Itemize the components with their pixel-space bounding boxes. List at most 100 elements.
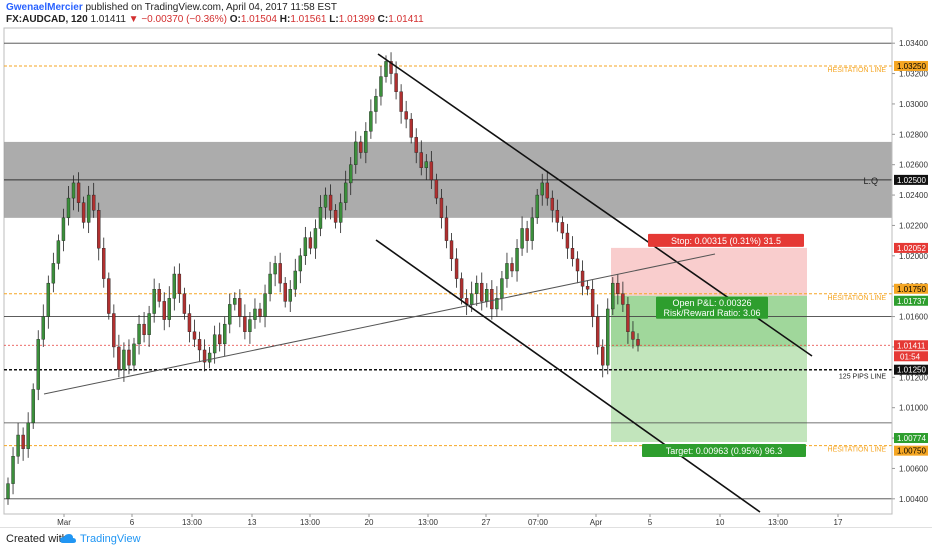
candle — [454, 248, 459, 288]
candle — [343, 170, 348, 211]
candle-body — [41, 316, 45, 340]
y-tick-label: 1.01600 — [899, 313, 928, 322]
target-label-bg — [642, 444, 806, 458]
x-tick-label: 13 — [248, 518, 257, 527]
candle — [626, 296, 630, 344]
candle-body — [258, 308, 262, 317]
candle-body — [137, 323, 141, 345]
candle-body — [268, 273, 272, 294]
candle — [212, 325, 217, 364]
candle-body — [313, 228, 318, 249]
candle — [207, 346, 212, 369]
price-tag: 1.02500 — [894, 174, 928, 185]
candle-body — [505, 263, 509, 279]
candle — [545, 170, 549, 206]
candle — [172, 266, 177, 311]
hesitation-line-label: HESITATION LINE — [828, 67, 887, 74]
tradingview-brand[interactable]: TradingView — [80, 533, 141, 545]
candle-body — [223, 323, 227, 345]
close-label: C: — [377, 14, 389, 25]
candle-body — [555, 210, 560, 223]
countdown-label: 01:54 — [900, 352, 921, 361]
candle-body — [273, 263, 277, 275]
candle-body — [621, 293, 625, 305]
candle — [16, 422, 20, 464]
candle-body — [308, 237, 313, 249]
candle-body — [298, 255, 303, 272]
candle-body — [6, 483, 10, 500]
support-trend-line — [43, 253, 716, 395]
y-tick-label: 1.03000 — [899, 100, 928, 109]
candle — [429, 151, 434, 189]
candle — [434, 173, 439, 205]
candle — [540, 173, 544, 206]
channel-lower-line — [375, 239, 761, 513]
candle-body — [97, 210, 101, 249]
stop-zone — [611, 247, 807, 296]
candle — [520, 216, 524, 256]
candle — [36, 330, 40, 401]
candle — [601, 339, 605, 378]
candle-body — [490, 289, 494, 310]
publish-info: GwenaelMercier published on TradingView.… — [6, 2, 337, 13]
candle-body — [152, 289, 156, 314]
target-label: Target: 0.00963 (0.95%) 96.3 — [642, 444, 806, 458]
price-tag-bg — [894, 433, 928, 444]
candle-body — [525, 228, 529, 241]
price-tag: 1.00750 — [894, 445, 928, 456]
candle — [349, 157, 353, 196]
author-name[interactable]: GwenaelMercier — [6, 2, 83, 13]
candle — [61, 208, 66, 252]
candle — [268, 261, 272, 302]
candle — [26, 412, 30, 458]
candle — [510, 257, 514, 278]
zone-label: L.Q — [863, 176, 878, 186]
candle-body — [515, 248, 519, 272]
candle-body — [182, 293, 187, 314]
candle — [51, 252, 56, 293]
price-tag-bg — [894, 364, 928, 375]
candle — [233, 292, 237, 311]
price-tag-label: 1.01750 — [897, 285, 926, 294]
candle — [560, 216, 565, 240]
candle-body — [233, 298, 237, 305]
candle-body — [46, 282, 51, 317]
price-tag: 1.01750 — [894, 283, 928, 294]
candle-body — [31, 389, 35, 424]
candle — [137, 315, 141, 355]
created-with-text: Created with — [6, 533, 68, 545]
candle — [152, 278, 156, 323]
candle-body — [384, 61, 388, 77]
candle-body — [117, 346, 121, 370]
target-label-text: Target: 0.00963 (0.95%) 96.3 — [666, 446, 783, 456]
candle-body — [192, 331, 197, 340]
candle-body — [36, 339, 40, 390]
candle — [162, 292, 166, 331]
hesitation-line-label: HESITATION LINE — [828, 447, 887, 454]
price-chart[interactable]: L.Q HESITATION LINE HESITATION LINE HESITAT… — [0, 26, 932, 528]
candle — [490, 280, 494, 320]
candle — [46, 275, 51, 329]
candle — [459, 272, 464, 305]
price-tag: 1.02052 — [894, 242, 928, 253]
y-tick-label: 1.03200 — [899, 70, 928, 79]
candle — [182, 287, 187, 320]
candle-body — [560, 222, 565, 234]
candle — [167, 286, 171, 328]
candle-body — [26, 422, 30, 449]
candle — [505, 252, 509, 288]
candle — [495, 286, 499, 317]
high-value: 1.01561 — [290, 14, 327, 25]
price-tag-bg — [894, 283, 928, 294]
close-value: 1.01411 — [388, 14, 424, 25]
candle — [475, 275, 479, 306]
candle-body — [545, 182, 549, 199]
candle-body — [449, 240, 454, 260]
candle-body — [217, 334, 222, 345]
x-tick-label: Apr — [590, 518, 603, 527]
candle — [480, 272, 484, 311]
x-tick-label: 13:00 — [182, 518, 203, 527]
candle — [142, 312, 146, 343]
candle-body — [66, 197, 71, 219]
candle-body — [243, 316, 247, 332]
